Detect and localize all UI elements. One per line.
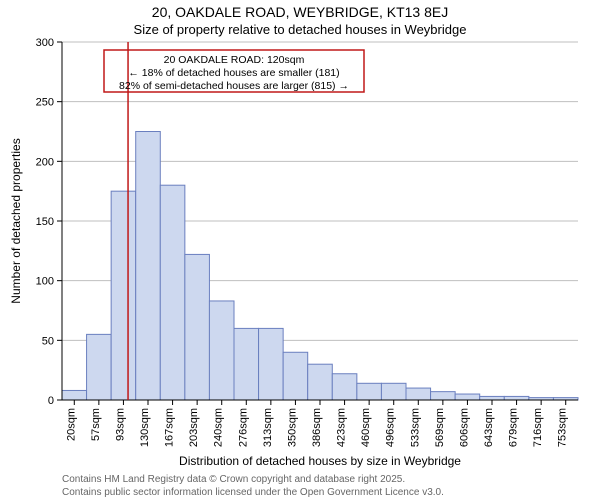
histogram-bar (234, 328, 259, 400)
x-axis-label: Distribution of detached houses by size … (179, 454, 461, 468)
x-tick-label: 350sqm (286, 408, 298, 447)
x-tick-label: 276sqm (237, 408, 249, 447)
histogram-bar (87, 334, 112, 400)
histogram-bar (406, 388, 431, 400)
x-tick-label: 679sqm (508, 408, 520, 447)
histogram-bar (480, 396, 505, 400)
x-tick-label: 533sqm (409, 408, 421, 447)
histogram-bar (111, 191, 136, 400)
x-tick-label: 313sqm (262, 408, 274, 447)
histogram-bar (308, 364, 333, 400)
attribution-line2: Contains public sector information licen… (62, 487, 444, 498)
annotation-line2: ← 18% of detached houses are smaller (18… (128, 67, 339, 79)
histogram-bar (431, 392, 456, 400)
x-tick-label: 423sqm (336, 408, 348, 447)
x-tick-label: 753sqm (557, 408, 569, 447)
y-tick-label: 100 (36, 276, 54, 288)
y-tick-labels: 0 50 100 150 200 250 300 (36, 37, 62, 407)
x-tick-label: 167sqm (164, 408, 176, 447)
y-tick-label: 0 (48, 395, 54, 407)
x-tick-label: 569sqm (434, 408, 446, 447)
x-tick-label: 643sqm (483, 408, 495, 447)
annotation-line1: 20 OAKDALE ROAD: 120sqm (164, 54, 305, 66)
x-tick-label: 460sqm (360, 408, 372, 447)
x-tick-labels: 20sqm 57sqm 93sqm 130sqm 167sqm 203sqm 240sqm 2… (65, 400, 568, 447)
x-tick-label: 386sqm (311, 408, 323, 447)
x-tick-label: 716sqm (532, 408, 544, 447)
x-tick-label: 203sqm (188, 408, 200, 447)
x-tick-label: 130sqm (139, 408, 151, 447)
x-tick-label: 606sqm (458, 408, 470, 447)
histogram-bar (381, 383, 406, 400)
annotation-box: 20 OAKDALE ROAD: 120sqm ← 18% of detache… (104, 50, 364, 92)
y-tick-label: 200 (36, 156, 54, 168)
histogram-chart: 20, OAKDALE ROAD, WEYBRIDGE, KT13 8EJ Si… (0, 0, 600, 500)
x-tick-label: 93sqm (114, 408, 126, 441)
y-axis-label: Number of detached properties (9, 138, 23, 303)
annotation-line3: 82% of semi-detached houses are larger (… (119, 80, 349, 92)
y-tick-label: 150 (36, 216, 54, 228)
chart-title-line2: Size of property relative to detached ho… (134, 22, 467, 37)
histogram-bar (136, 132, 161, 401)
chart-title-line1: 20, OAKDALE ROAD, WEYBRIDGE, KT13 8EJ (152, 4, 448, 20)
histogram-bar (185, 254, 210, 400)
histogram-bar (62, 390, 87, 400)
y-tick-label: 300 (36, 37, 54, 49)
x-tick-label: 20sqm (65, 408, 77, 441)
histogram-bar (209, 301, 234, 400)
x-tick-label: 496sqm (385, 408, 397, 447)
bars-group (62, 132, 578, 401)
attribution-line1: Contains HM Land Registry data © Crown c… (62, 474, 405, 485)
histogram-bar (283, 352, 308, 400)
histogram-bar (455, 394, 480, 400)
histogram-bar (504, 396, 529, 400)
x-tick-label: 57sqm (90, 408, 102, 441)
y-tick-label: 250 (36, 97, 54, 109)
histogram-bar (160, 185, 185, 400)
x-tick-label: 240sqm (213, 408, 225, 447)
y-tick-label: 50 (42, 335, 54, 347)
histogram-bar (357, 383, 382, 400)
histogram-bar (332, 374, 357, 400)
histogram-bar (259, 328, 284, 400)
